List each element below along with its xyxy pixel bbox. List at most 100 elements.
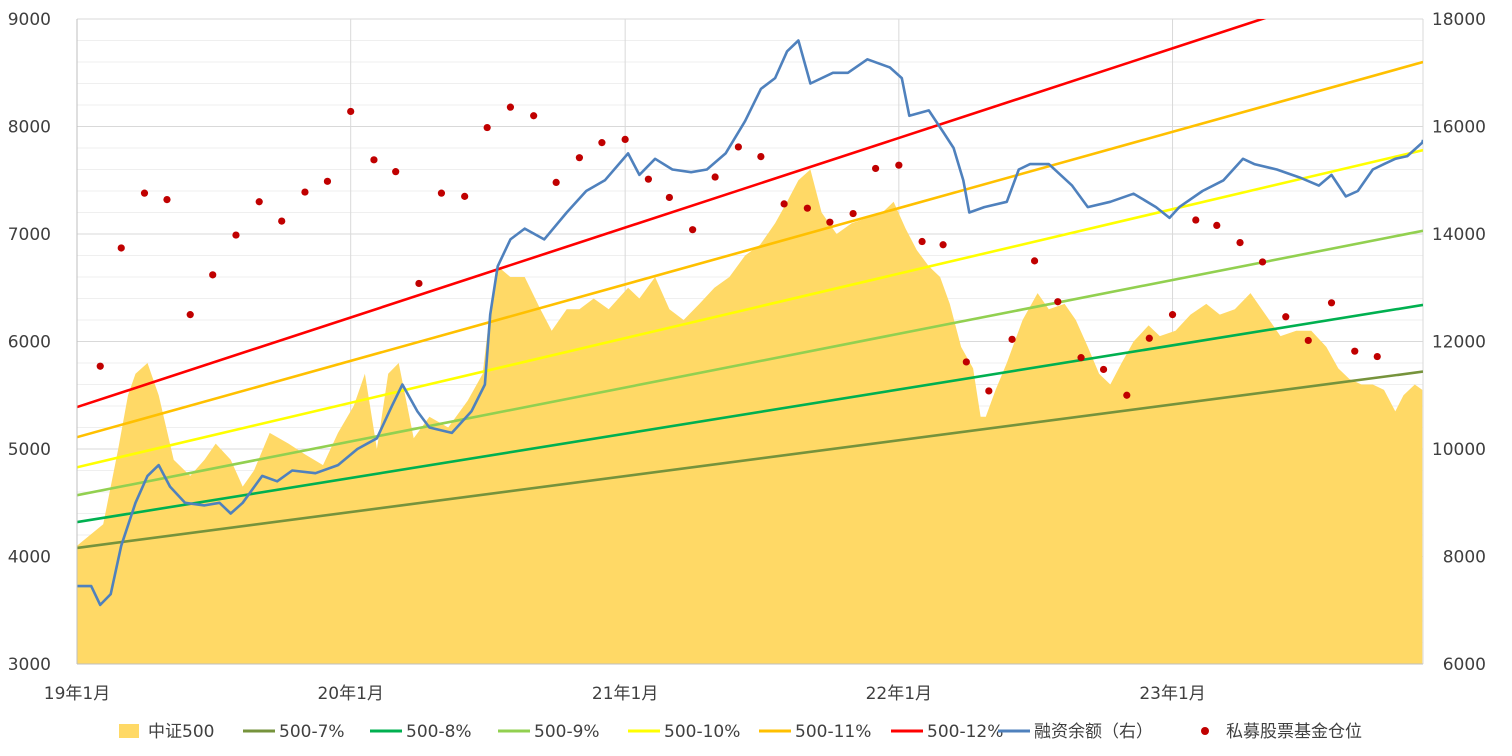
scatter-point	[1213, 221, 1221, 229]
scatter-point	[962, 358, 970, 366]
scatter-point	[1258, 258, 1267, 266]
y-right-tick-label: 8000	[1443, 548, 1486, 568]
x-tick-label: 20年1月	[317, 684, 383, 704]
scatter-point	[849, 209, 857, 218]
scatter-point	[415, 279, 423, 288]
scatter-point	[803, 204, 811, 212]
scatter-point	[1236, 239, 1244, 247]
scatter-point	[985, 387, 993, 395]
scatter-point	[826, 218, 834, 226]
scatter-point	[665, 193, 673, 202]
series-trend-line-12	[77, 19, 1267, 409]
legend-label: 中证500	[148, 722, 214, 742]
series-zz500-area	[77, 169, 1423, 664]
scatter-point	[1282, 313, 1290, 321]
scatter-point	[734, 143, 742, 151]
legend-item: 500-7%	[243, 722, 345, 742]
scatter-point	[278, 217, 286, 225]
legend-item: 500-11%	[759, 722, 871, 742]
y-right-tick-label: 16000	[1432, 118, 1486, 138]
legend-label: 融资余额（右）	[1034, 722, 1153, 742]
y-left-tick-label: 3000	[8, 655, 51, 675]
scatter-point	[939, 241, 947, 249]
scatter-point	[186, 311, 194, 319]
legend-swatch-area	[119, 724, 139, 738]
scatter-point	[96, 362, 104, 370]
scatter-point	[323, 177, 332, 185]
scatter-point	[255, 198, 263, 206]
y-right-tick-label: 14000	[1432, 225, 1486, 245]
scatter-point	[780, 200, 788, 208]
x-tick-labels: 19年1月 20年1月 21年1月 22年1月 23年1月	[44, 684, 1206, 704]
margin-layer	[77, 39, 1423, 607]
y-right-tick-labels: 6000 8000 10000 12000 14000 16000 18000	[1432, 10, 1486, 675]
scatter-point	[117, 244, 125, 252]
legend-item: 中证500	[119, 722, 214, 742]
series-trend-line-9	[77, 229, 1423, 497]
series-margin-balance-line	[77, 39, 1423, 607]
x-tick-label: 22年1月	[866, 684, 932, 704]
x-tick-label: 23年1月	[1139, 684, 1205, 704]
legend-label: 500-10%	[664, 722, 740, 742]
scatter-point	[232, 231, 240, 239]
series-trend-line-8	[77, 303, 1423, 524]
scatter-point	[1327, 299, 1336, 307]
legend-item: 500-12%	[891, 722, 1003, 742]
y-left-tick-label: 4000	[8, 548, 51, 568]
legend-label: 500-8%	[406, 722, 472, 742]
scatter-point	[757, 153, 765, 161]
scatter-point	[918, 237, 926, 246]
scatter-point	[575, 154, 584, 162]
scatter-point	[621, 135, 629, 143]
legend-swatch-dot	[1201, 727, 1209, 735]
y-left-tick-label: 8000	[8, 118, 51, 138]
scatter-point	[1008, 335, 1016, 343]
scatter-point	[370, 156, 378, 164]
scatter-point	[598, 139, 606, 147]
trend-layer	[77, 19, 1423, 550]
legend-item: 500-9%	[498, 722, 600, 742]
scatter-point	[506, 103, 515, 111]
y-right-tick-label: 12000	[1432, 333, 1486, 353]
scatter-point	[1192, 216, 1200, 224]
series-trend-line-7	[77, 370, 1423, 550]
legend-item: 500-10%	[628, 722, 740, 742]
scatter-point	[483, 123, 491, 132]
scatter-point	[163, 196, 171, 204]
legend-item: 500-8%	[370, 722, 472, 742]
series-trend-line-11	[77, 60, 1423, 439]
scatter-point	[1099, 365, 1108, 374]
legend-label: 私募股票基金仓位	[1226, 722, 1362, 742]
series-trend-line-10	[77, 148, 1423, 469]
scatter-point	[140, 189, 149, 197]
scatter-point	[1054, 298, 1062, 306]
x-tick-label: 19年1月	[44, 684, 110, 704]
scatter-point	[552, 178, 560, 186]
scatter-point	[437, 189, 446, 197]
y-left-tick-labels: 3000 4000 5000 6000 7000 8000 9000	[8, 10, 51, 675]
scatter-point	[209, 271, 217, 279]
scatter-point	[392, 168, 400, 176]
y-left-tick-label: 5000	[8, 440, 51, 460]
scatter-point	[1373, 352, 1381, 361]
area-layer	[77, 169, 1423, 664]
scatter-point	[461, 192, 469, 200]
scatter-point	[689, 226, 697, 234]
scatter-point	[1304, 336, 1312, 345]
y-left-tick-label: 7000	[8, 225, 51, 245]
y-right-tick-label: 18000	[1432, 10, 1486, 30]
scatter-point	[1145, 334, 1153, 342]
scatter-point	[644, 175, 652, 183]
legend-label: 500-11%	[795, 722, 871, 742]
axes	[76, 19, 1423, 665]
scatter-point	[1168, 311, 1177, 319]
scatter-point	[1077, 354, 1085, 362]
scatter-point	[1351, 347, 1359, 355]
scatter-point	[530, 112, 538, 120]
y-left-tick-label: 9000	[8, 10, 51, 30]
scatter-layer	[96, 103, 1381, 399]
scatter-point	[895, 161, 903, 169]
y-left-tick-label: 6000	[8, 333, 51, 353]
scatter-point	[1030, 257, 1039, 265]
